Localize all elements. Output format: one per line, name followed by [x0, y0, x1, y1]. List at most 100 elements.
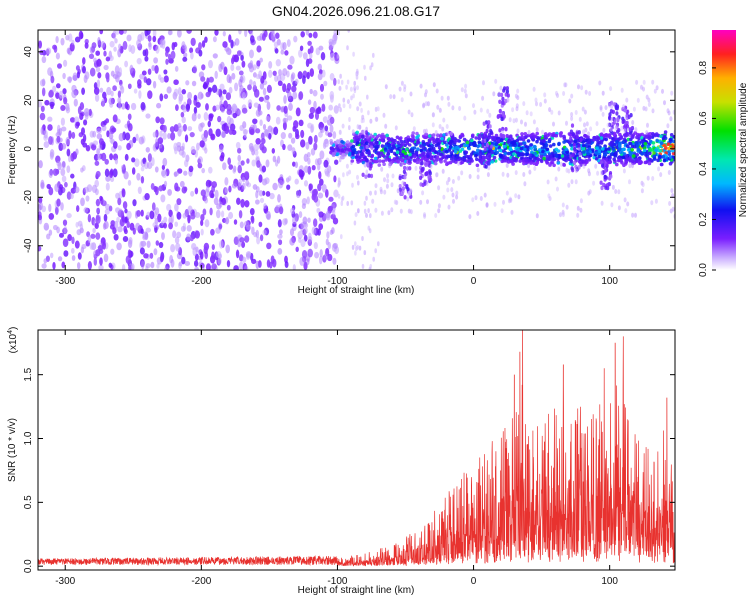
heatmap-cell [445, 124, 449, 129]
heatmap-cell [621, 119, 625, 125]
heatmap-cell [309, 45, 314, 54]
heatmap-cell [488, 124, 492, 129]
heatmap-cell [235, 249, 240, 259]
heatmap-cell [308, 183, 312, 192]
heatmap-cell [429, 137, 433, 141]
heatmap-cell [384, 158, 388, 162]
heatmap-cell [50, 103, 54, 110]
heatmap-cell [311, 226, 317, 236]
heatmap-cell [319, 83, 325, 92]
heatmap-cell [500, 116, 504, 122]
colorbar-label: Normalized spectral amplitude [738, 82, 749, 217]
heatmap-cell [435, 172, 439, 178]
heatmap-cell [219, 83, 225, 91]
heatmap-cell [174, 203, 179, 212]
heatmap-cell [173, 79, 179, 86]
heatmap-cell [567, 182, 571, 188]
heatmap-cell [332, 34, 338, 44]
snr-x-label: Height of straight line (km) [298, 585, 415, 596]
heatmap-cell [60, 168, 66, 176]
heatmap-cell [592, 180, 596, 186]
heatmap-cell [634, 127, 638, 133]
heatmap-cell [262, 123, 267, 131]
heatmap-cell [522, 172, 526, 177]
heatmap-cell [351, 182, 354, 188]
heatmap-cell [95, 198, 101, 207]
heatmap-cell [186, 30, 192, 34]
heatmap-cell [385, 183, 389, 189]
x-tick-label: -200 [191, 276, 211, 287]
heatmap-cell [334, 159, 339, 165]
heatmap-cell [313, 134, 318, 144]
heatmap-cell [635, 143, 640, 148]
heatmap-cell [506, 93, 510, 98]
heatmap-cell [263, 203, 267, 210]
heatmap-cell [598, 80, 602, 86]
heatmap-cell [494, 133, 499, 138]
heatmap-cell [287, 64, 293, 70]
heatmap-cell [396, 140, 400, 145]
heatmap-cell [190, 37, 196, 47]
heatmap-cell [81, 244, 87, 250]
heatmap-cell [514, 93, 518, 99]
heatmap-cell [83, 119, 88, 126]
heatmap-cell [406, 138, 411, 142]
heatmap-cell [114, 38, 118, 44]
heatmap-cell [406, 196, 410, 202]
heatmap-cell [413, 154, 417, 159]
heatmap-cell [320, 93, 324, 100]
heatmap-cell [288, 102, 293, 111]
heatmap-cell [582, 163, 586, 169]
heatmap-cell [71, 255, 76, 261]
heatmap-cell [308, 112, 314, 119]
heatmap-cell [622, 147, 626, 152]
heatmap-cell [177, 87, 182, 96]
heatmap-cell [603, 160, 607, 165]
heatmap-cell [255, 199, 260, 205]
heatmap-cell [249, 49, 254, 59]
heatmap-cell [502, 144, 507, 149]
heatmap-cell [452, 198, 455, 204]
heatmap-cell [200, 228, 204, 236]
heatmap-cell [324, 125, 329, 132]
heatmap-cell [487, 132, 491, 138]
heatmap-cell [239, 237, 245, 243]
heatmap-cell [190, 51, 194, 60]
heatmap-cell [184, 134, 189, 143]
heatmap-cell [277, 219, 282, 228]
heatmap-cell [651, 79, 655, 85]
heatmap-cell [529, 111, 533, 117]
heatmap-cell [365, 135, 370, 140]
heatmap-cell [392, 157, 397, 161]
heatmap-cell [163, 93, 169, 100]
heatmap-cell [424, 162, 428, 167]
heatmap-cell [548, 107, 552, 113]
heatmap-cell [626, 148, 631, 152]
heatmap-cell [382, 112, 386, 118]
heatmap-cell [166, 203, 172, 212]
heatmap-cell [367, 208, 370, 214]
heatmap-cell [465, 154, 469, 159]
heatmap-cell [259, 197, 265, 204]
heatmap-cell [547, 139, 552, 144]
heatmap-cell [574, 110, 578, 115]
heatmap-cell [108, 205, 113, 212]
heatmap-cell [333, 105, 339, 114]
heatmap-cell [638, 160, 643, 164]
heatmap-cell [511, 107, 515, 113]
heatmap-cell [215, 209, 221, 219]
heatmap-cell [318, 211, 324, 218]
heatmap-cell [667, 149, 671, 154]
x-tick-label: -100 [327, 576, 347, 587]
heatmap-cell [648, 139, 653, 144]
heatmap-cell [97, 72, 102, 79]
heatmap-cell [541, 129, 544, 135]
heatmap-cell [251, 215, 255, 224]
heatmap-cell [403, 195, 407, 200]
heatmap-cell [294, 178, 299, 185]
heatmap-cell [535, 139, 539, 144]
heatmap-cell [80, 167, 84, 173]
heatmap-cell [313, 142, 318, 151]
heatmap-cell [309, 106, 316, 114]
heatmap-cell [71, 236, 75, 245]
